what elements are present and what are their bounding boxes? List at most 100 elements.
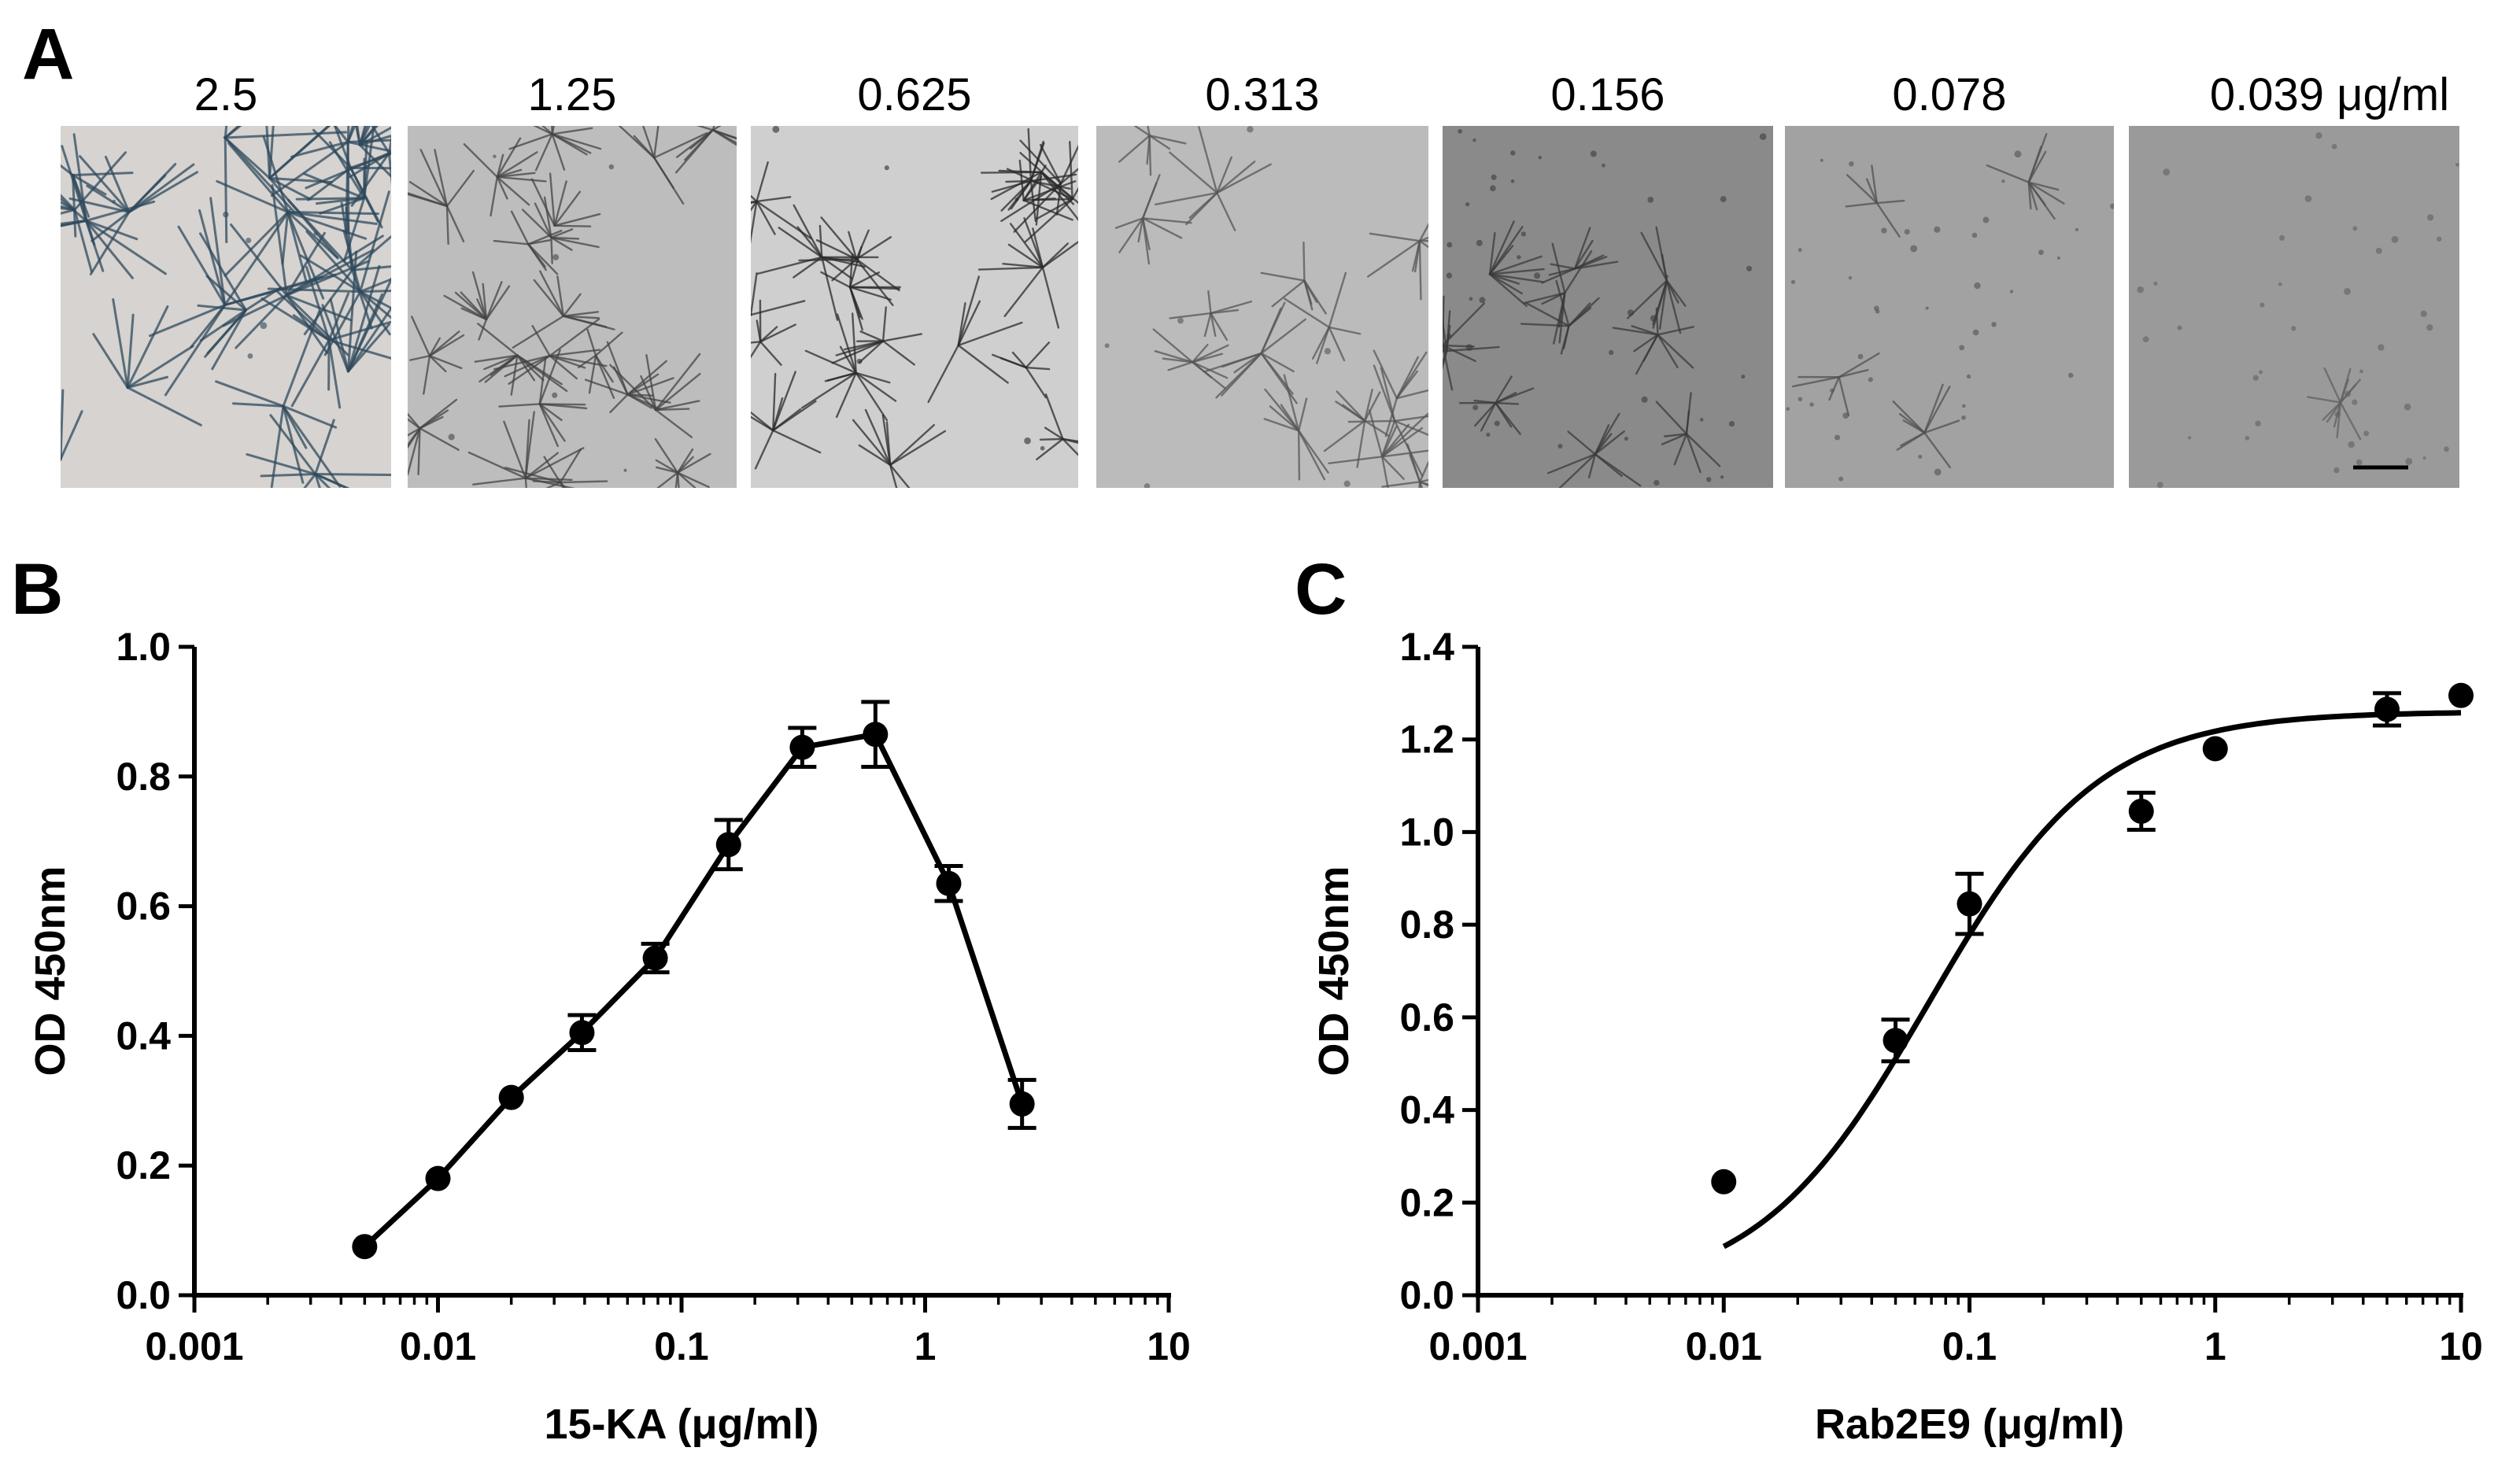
crystal-needle xyxy=(654,372,701,412)
y-tick-label: 1.0 xyxy=(1399,810,1454,854)
speck xyxy=(1959,345,1965,351)
crystal-needle xyxy=(1009,223,1044,269)
crystal-needle xyxy=(848,286,863,331)
crystal-needle xyxy=(626,393,662,411)
crystal-needle xyxy=(428,355,463,370)
crystal-needle xyxy=(881,340,915,366)
crystal-needle xyxy=(1039,438,1064,441)
crystal-needle xyxy=(626,393,671,404)
crystal-needle xyxy=(1260,307,1282,355)
crystal-needle xyxy=(957,321,1023,347)
crystal-needle xyxy=(72,172,134,177)
crystal-needle xyxy=(1328,271,1347,329)
panel-b: B 0.0 0.2 0.4 0.6 0.8 1.0 0.001 0.01 0.1 1 10 15-KA… xyxy=(11,549,1191,1448)
crystal-needle xyxy=(224,209,291,307)
crystal-needle xyxy=(2027,181,2065,205)
speck xyxy=(2375,247,2382,254)
crystal-needle xyxy=(510,210,530,246)
crystal-needle xyxy=(1550,263,1576,270)
crystal-needle xyxy=(1845,201,1879,208)
crystal-needle xyxy=(73,151,127,212)
crystal-needle xyxy=(104,155,131,214)
crystal-needle xyxy=(531,324,551,357)
crystal-needle xyxy=(848,246,863,289)
crystal-needle xyxy=(268,176,312,201)
crystal-needle xyxy=(534,202,552,239)
crystal-needle xyxy=(756,200,812,240)
crystal-needle xyxy=(1022,199,1073,221)
crystal-needle xyxy=(609,393,629,414)
crystal-needle xyxy=(1263,418,1300,432)
x-axis-title: 15-KA (μg/ml) xyxy=(544,1401,818,1448)
crystal-needle xyxy=(61,207,76,212)
crystal-needle xyxy=(1141,174,1161,220)
crystal-needle xyxy=(281,211,290,265)
chart-b: 0.0 0.2 0.4 0.6 0.8 1.0 0.001 0.01 0.1 1 10 15-KA (… xyxy=(27,625,1191,1448)
crystal-needle xyxy=(759,323,796,343)
crystal-needle xyxy=(772,372,777,432)
crystal-needle xyxy=(889,463,911,488)
data-point xyxy=(715,832,741,858)
speck xyxy=(1447,242,1453,248)
y-tick-label: 0.6 xyxy=(1399,995,1454,1039)
speck xyxy=(246,237,252,243)
crystal-needle xyxy=(1488,226,1524,275)
crystal-needle xyxy=(1152,328,1194,364)
crystal-needle xyxy=(1393,419,1424,477)
speck xyxy=(1820,158,1823,162)
crystal-needle xyxy=(493,239,530,246)
crystal-needle xyxy=(655,459,679,474)
crystal-needle xyxy=(1210,312,1217,337)
crystal-needle xyxy=(527,229,563,246)
crystal-needle xyxy=(553,180,567,227)
crystal-needle xyxy=(323,290,362,356)
crystal-needle xyxy=(751,415,774,432)
concentration-label: 2.5 xyxy=(194,69,258,120)
data-point xyxy=(863,722,889,748)
crystal-needle xyxy=(1260,271,1306,282)
speck xyxy=(1465,344,1473,351)
crystal-needle xyxy=(1071,186,1078,201)
speck xyxy=(1966,374,1971,379)
y-tick-label: 1.0 xyxy=(116,625,171,669)
crystal-needle xyxy=(285,234,384,297)
speck xyxy=(2137,286,2144,294)
crystal-needle xyxy=(756,196,792,203)
crystal-needle xyxy=(541,126,553,135)
crystal-needle xyxy=(991,179,1033,193)
crystal-needle xyxy=(549,354,578,380)
crystal-needle xyxy=(1260,352,1294,395)
crystal-needle xyxy=(490,175,498,217)
crystal-needle xyxy=(1381,426,1398,458)
crystal-needle xyxy=(676,448,694,474)
crystal-needle xyxy=(463,143,498,179)
crystal-needle xyxy=(86,184,131,214)
speck xyxy=(2352,399,2358,405)
crystal-needle xyxy=(1167,361,1194,371)
speck xyxy=(2437,236,2442,242)
crystal-needle xyxy=(199,308,247,342)
crystal-needle xyxy=(61,201,76,212)
speck xyxy=(2260,302,2265,308)
crystal-needle xyxy=(1838,352,1880,378)
crystal-needle xyxy=(556,275,565,317)
panel-c: C 0.0 0.2 0.4 0.6 0.8 1.0 1.2 1.4 0.001 0.01 0.1 1 1… xyxy=(1295,549,2483,1448)
crystal-needle xyxy=(1366,240,1421,278)
crystal-needle xyxy=(467,451,527,479)
crystal-needle xyxy=(345,140,349,235)
crystal-needle xyxy=(852,419,892,467)
crystal-needle xyxy=(1642,334,1659,362)
crystal-needle xyxy=(286,211,338,259)
crystal-needle xyxy=(408,427,421,476)
speck xyxy=(2348,441,2355,449)
micrograph-2 xyxy=(408,126,737,488)
speck xyxy=(1982,216,1990,223)
crystal-needle xyxy=(177,225,227,307)
crystal-needle xyxy=(1002,263,1044,269)
crystal-needle xyxy=(496,175,547,183)
crystal-needle xyxy=(1192,361,1226,390)
crystal-needle xyxy=(711,129,737,139)
crystal-needle xyxy=(1838,368,1869,378)
crystal-needle xyxy=(674,471,679,488)
crystal-needle xyxy=(1162,357,1194,364)
